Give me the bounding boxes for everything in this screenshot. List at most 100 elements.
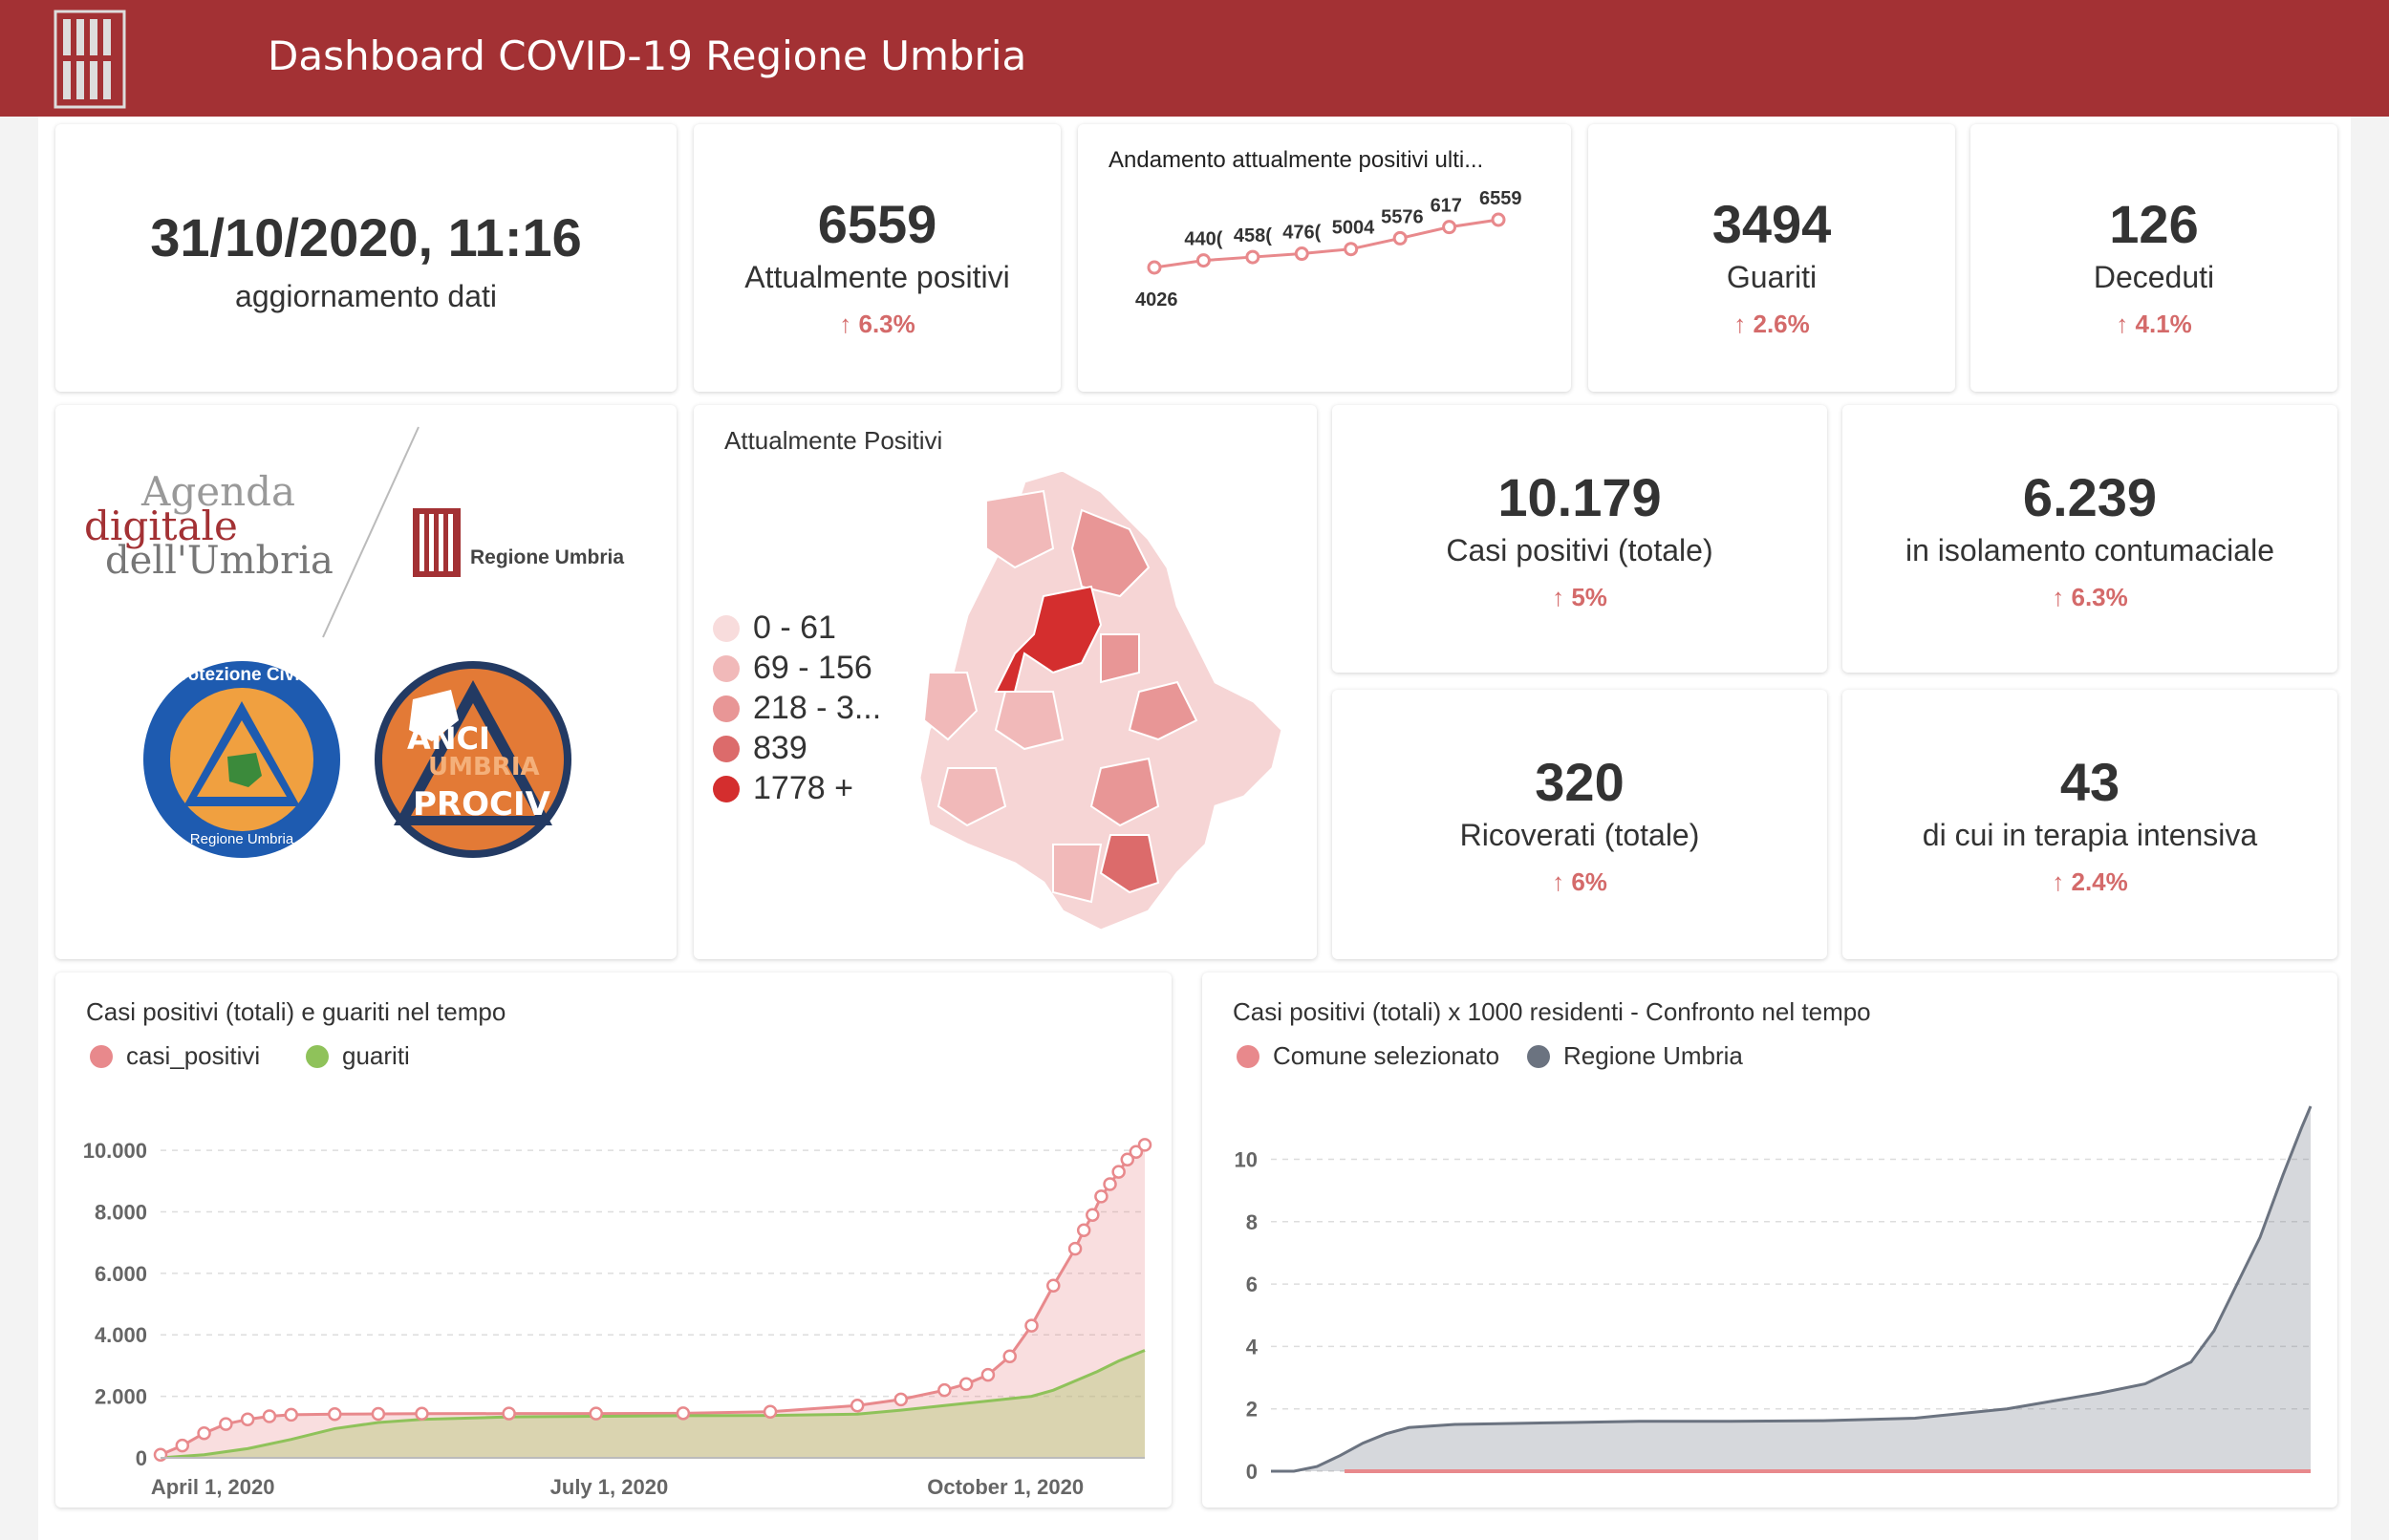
- series-point-casi-positivi: [1002, 1349, 1017, 1364]
- series-point-casi-positivi: [1076, 1223, 1091, 1238]
- map-comune[interactable]: [1070, 508, 1151, 598]
- y-tick-label: 8.000: [95, 1200, 147, 1224]
- sparkline-card: Andamento attualmente positivi ulti... 4…: [1078, 124, 1571, 392]
- anci-triangle-icon: [394, 680, 552, 825]
- sparkline-point: [1245, 249, 1260, 265]
- kpi-guariti-value: 3494: [1711, 194, 1832, 254]
- series-point-casi-positivi: [1103, 1177, 1117, 1191]
- kpi-casi-totale-value: 10.179: [1497, 467, 1662, 527]
- chart-casi-guariti: 0 2.000 4.000 6.000 8.000 10.000 April 1, 2020…: [83, 1138, 1152, 1499]
- map-legend-item: 0 - 61: [713, 610, 836, 647]
- app-header: Dashboard COVID-19 Regione Umbria: [0, 0, 2389, 117]
- y-tick-label: 10.000: [83, 1139, 147, 1163]
- map-comune[interactable]: [1099, 834, 1160, 894]
- anci-text: ANCI: [407, 720, 490, 757]
- map-comune[interactable]: [922, 672, 979, 741]
- legend-swatch: [713, 736, 740, 762]
- legend-swatch: [306, 1045, 329, 1068]
- y-tick-label: 8: [1246, 1210, 1258, 1234]
- legend-regione-umbria[interactable]: Regione Umbria: [1527, 1041, 1743, 1071]
- kpi-ricoverati-card: 320 Ricoverati (totale) ↑ 6%: [1332, 690, 1827, 959]
- series-point-casi-positivi: [1120, 1152, 1135, 1167]
- arrow-up-icon: ↑: [1552, 583, 1572, 611]
- legend-swatch: [713, 655, 740, 682]
- kpi-positivi-delta: ↑ 6.3%: [839, 310, 915, 338]
- kpi-intensiva-value: 43: [2059, 752, 2120, 812]
- sparkline-point: [1294, 246, 1309, 262]
- series-point-casi-positivi: [1067, 1241, 1083, 1256]
- kpi-deceduti-delta: ↑ 4.1%: [2116, 310, 2192, 338]
- map-comune[interactable]: [1100, 633, 1140, 684]
- sparkline-data-label: 458(: [1234, 225, 1272, 246]
- legend-swatch: [713, 695, 740, 722]
- sparkline-data-label: 5576: [1381, 206, 1424, 227]
- kpi-guariti-card: 3494 Guariti ↑ 2.6%: [1588, 124, 1955, 392]
- update-card: 31/10/2020, 11:16 aggiornamento dati: [55, 124, 677, 392]
- arrow-up-icon: ↑: [2052, 867, 2072, 896]
- kpi-intensiva-delta: ↑ 2.4%: [2052, 867, 2128, 896]
- series-point-casi-positivi: [1024, 1318, 1039, 1333]
- map-card: Attualmente Positivi 0 - 61 69 - 156 218…: [694, 405, 1317, 959]
- protezione-triangle-icon: [183, 701, 300, 806]
- sparkline-title: Andamento attualmente positivi ulti...: [1108, 147, 1484, 173]
- x-tick-label: July 1, 2020: [550, 1475, 669, 1499]
- series-point-casi-positivi: [197, 1425, 211, 1441]
- legend-swatch: [1527, 1045, 1550, 1068]
- kpi-guariti-label: Guariti: [1726, 260, 1818, 294]
- regione-umbria-logo-text: Regione Umbria: [470, 546, 625, 568]
- series-point-casi-positivi: [1046, 1278, 1061, 1293]
- y-tick-label: 0: [1246, 1460, 1258, 1484]
- series-point-casi-positivi: [1094, 1189, 1108, 1204]
- series-point-casi-positivi: [893, 1392, 909, 1407]
- map-comune[interactable]: [994, 585, 1103, 693]
- map-comune[interactable]: [1128, 680, 1198, 741]
- sparkline-line: [1153, 218, 1499, 269]
- regione-umbria-logo-icon: [54, 10, 126, 109]
- legend-swatch: [713, 615, 740, 642]
- sparkline-data-label: 6559: [1479, 188, 1522, 209]
- y-tick-label: 2: [1246, 1398, 1258, 1422]
- prociv-text: PROCIV: [413, 785, 550, 823]
- y-tick-label: 2.000: [95, 1385, 147, 1409]
- series-point-casi-positivi: [958, 1377, 974, 1391]
- map-comune[interactable]: [936, 767, 1007, 827]
- series-point-casi-positivi: [262, 1409, 277, 1423]
- kpi-casi-totale-card: 10.179 Casi positivi (totale) ↑ 5%: [1332, 405, 1827, 673]
- kpi-intensiva-card: 43 di cui in terapia intensiva ↑ 2.4%: [1842, 690, 2337, 959]
- kpi-deceduti-card: 126 Deceduti ↑ 4.1%: [1970, 124, 2337, 392]
- area-guariti: [161, 1350, 1145, 1458]
- legend-casi-positivi[interactable]: casi_positivi: [90, 1041, 260, 1071]
- series-point-casi-positivi: [284, 1407, 298, 1422]
- map-comune[interactable]: [994, 691, 1065, 751]
- map-comune[interactable]: [1052, 844, 1103, 904]
- series-point-casi-positivi: [1086, 1208, 1100, 1222]
- kpi-ricoverati-label: Ricoverati (totale): [1459, 818, 1700, 852]
- kpi-positivi-card: 6559 Attualmente positivi ↑ 6.3%: [694, 124, 1061, 392]
- series-point-casi-positivi: [763, 1404, 778, 1419]
- legend-guariti[interactable]: guariti: [306, 1041, 410, 1071]
- kpi-guariti-delta: ↑ 2.6%: [1733, 310, 1810, 338]
- kpi-isolamento-delta: ↑ 6.3%: [2052, 583, 2128, 611]
- series-point-casi-positivi: [589, 1406, 604, 1421]
- chart-confronto-card: Casi positivi (totali) x 1000 residenti …: [1202, 973, 2337, 1508]
- legend-comune-selezionato[interactable]: Comune selezionato: [1237, 1041, 1499, 1071]
- protezione-civile-logo: Protezione Civile Regione Umbria: [143, 661, 340, 858]
- series-point-casi-positivi: [371, 1406, 386, 1422]
- kpi-positivi-label: Attualmente positivi: [744, 260, 1010, 294]
- series-point-casi-positivi: [980, 1367, 996, 1382]
- regione-umbria-small-logo-icon: [413, 508, 461, 577]
- kpi-deceduti-value: 126: [2109, 194, 2199, 254]
- series-line-regione-umbria: [1271, 1105, 2313, 1473]
- chart-confronto-title: Casi positivi (totali) x 1000 residenti …: [1233, 997, 1871, 1026]
- y-tick-label: 6.000: [95, 1262, 147, 1286]
- agenda-digitale-logo: Agenda digitale dell'Umbria: [84, 468, 334, 583]
- series-point-casi-positivi: [1111, 1165, 1126, 1179]
- area-regione-umbria: [1271, 1106, 2311, 1471]
- umbria-choropleth-map[interactable]: [910, 462, 1292, 940]
- x-tick-label: April 1, 2020: [151, 1475, 275, 1499]
- arrow-up-icon: ↑: [1733, 310, 1754, 338]
- map-comune[interactable]: [1089, 757, 1160, 827]
- map-comune[interactable]: [985, 489, 1055, 569]
- map-legend-item: 69 - 156: [713, 650, 872, 687]
- kpi-ricoverati-delta: ↑ 6%: [1552, 867, 1607, 896]
